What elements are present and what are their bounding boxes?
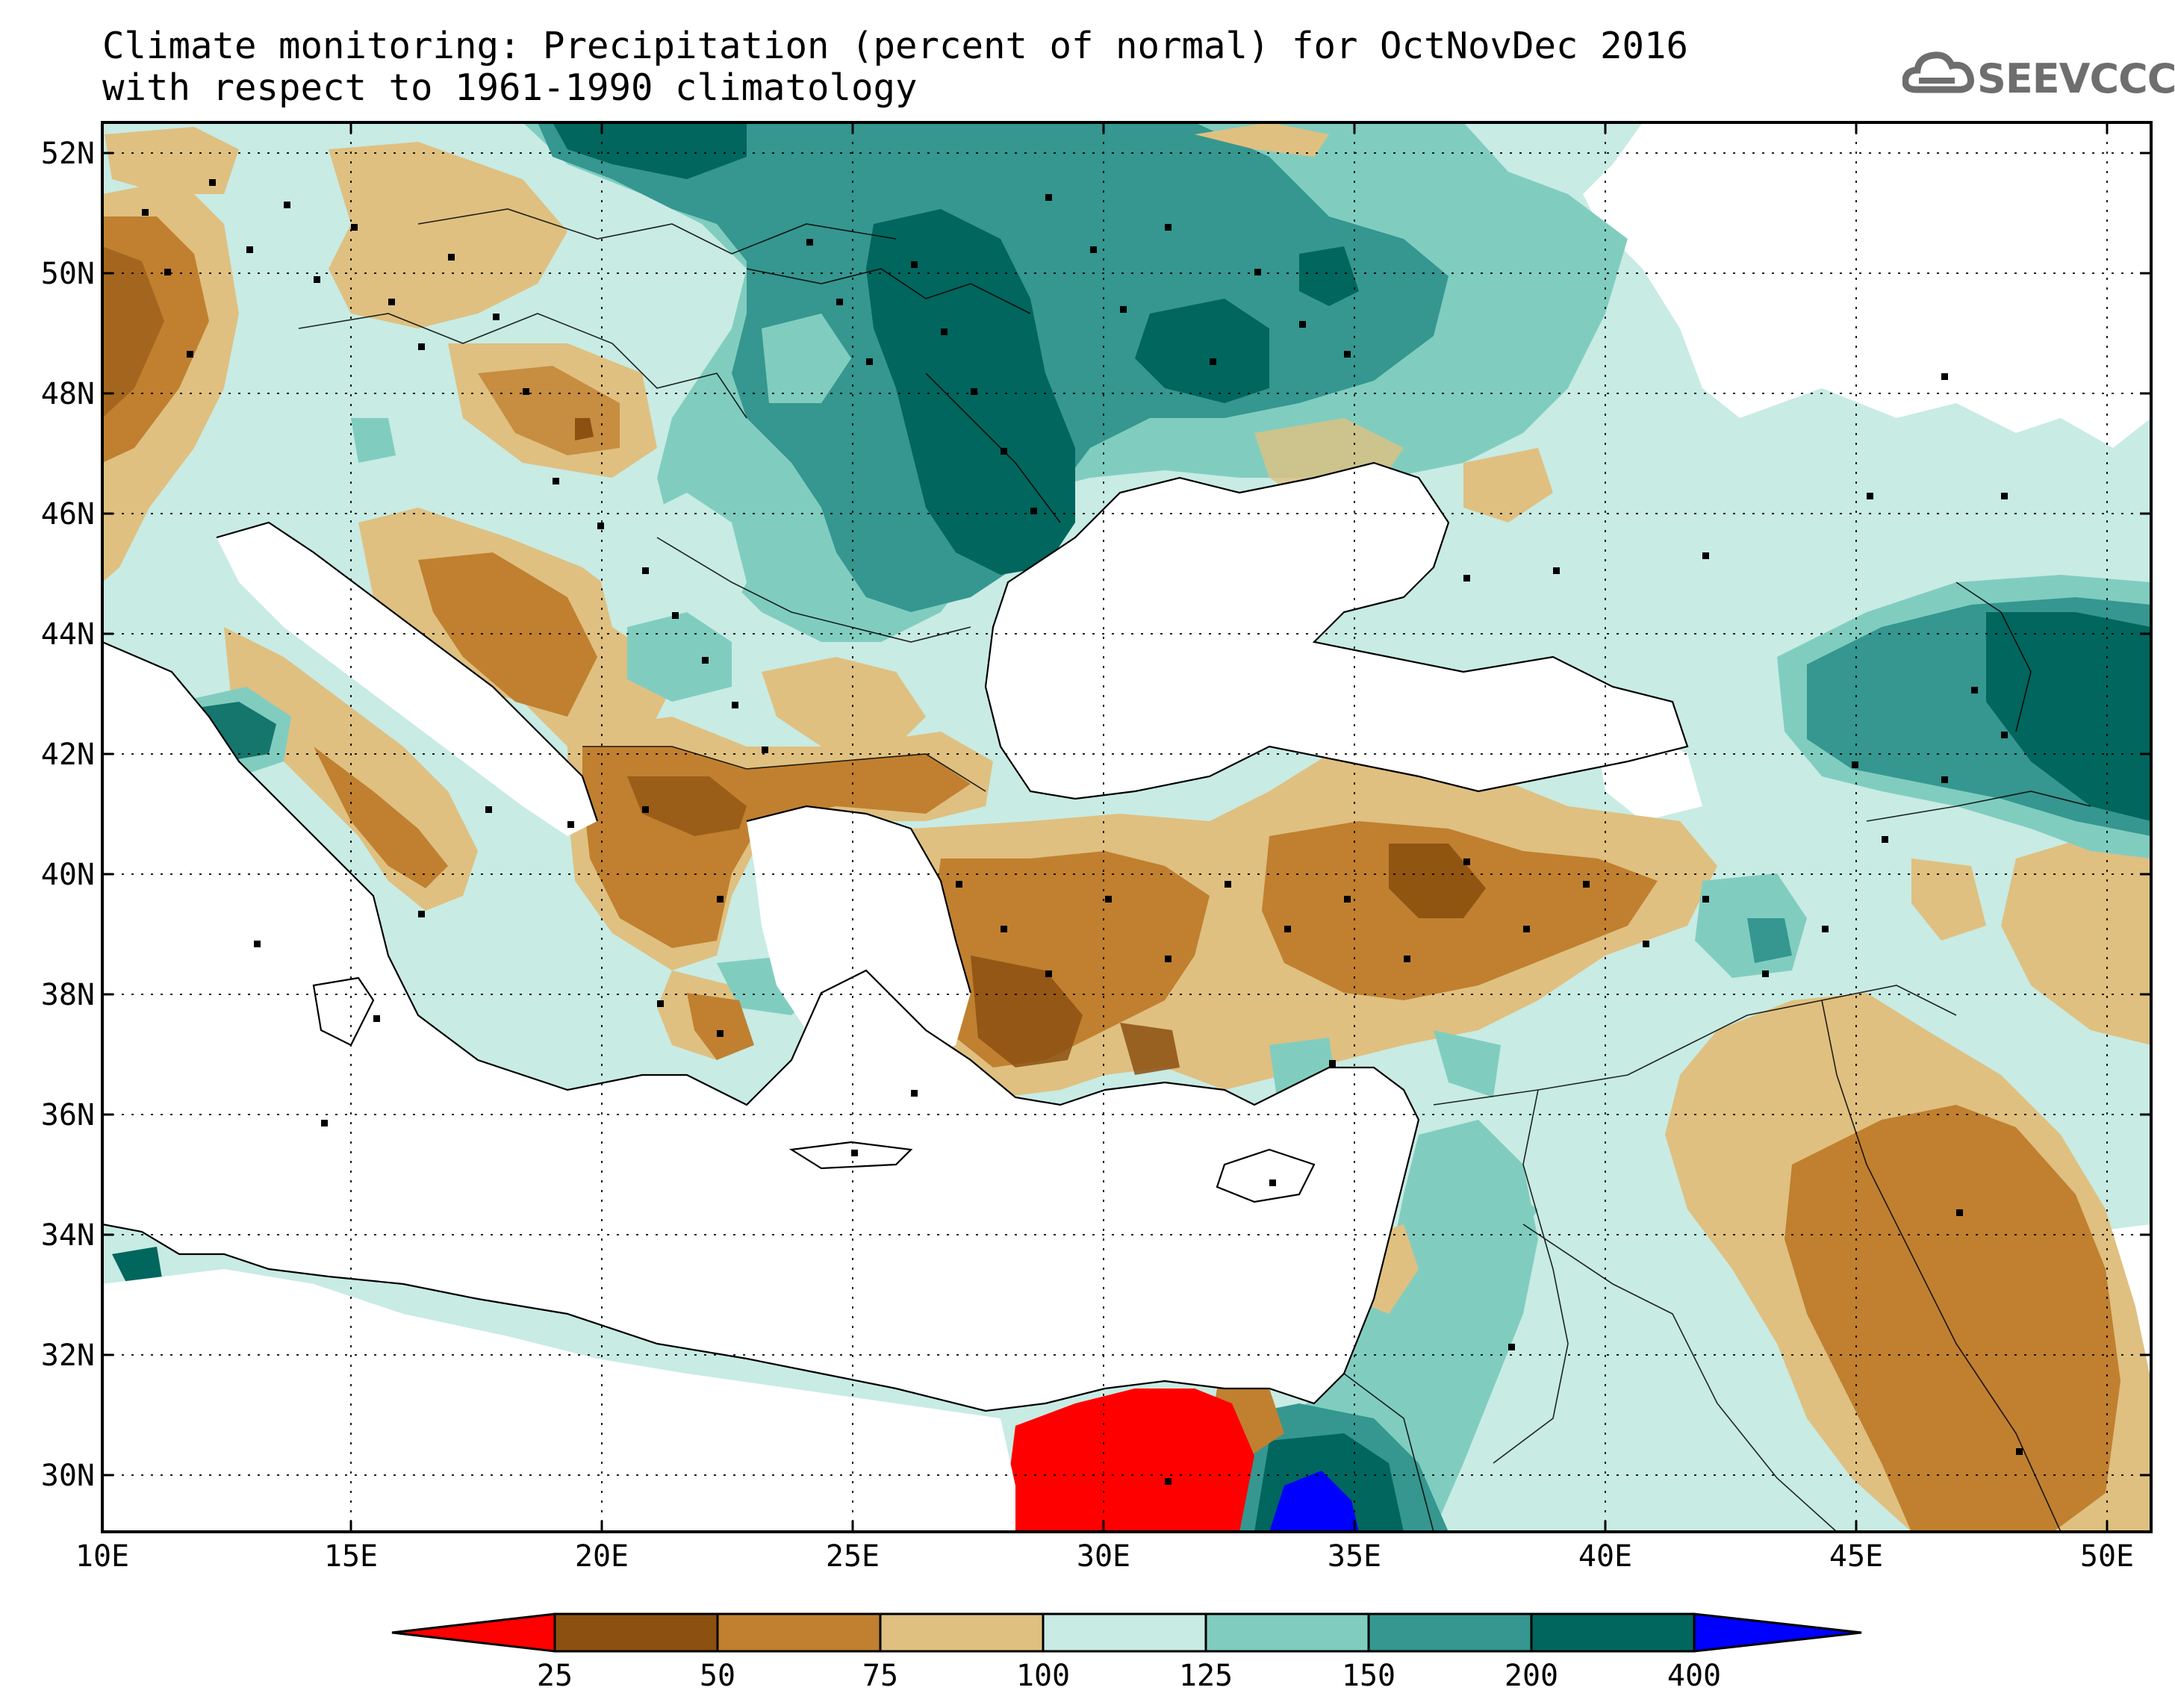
- cloud-icon: [1902, 52, 1974, 93]
- lon-label: 10E: [75, 1539, 129, 1574]
- lon-label: 30E: [1077, 1539, 1130, 1574]
- precipitation-field: [102, 122, 2151, 1532]
- station-markers: [142, 179, 2023, 1485]
- colorbar-label: 100: [1016, 1659, 1070, 1693]
- seevccc-logo: SEEVCCC: [1902, 45, 2175, 112]
- colorbar-swatch-125-150: [1204, 1612, 1370, 1653]
- lat-label: 48N: [41, 377, 95, 411]
- map-title-line-2: with respect to 1961-1990 climatology: [102, 66, 918, 109]
- lat-label: 46N: [41, 497, 95, 532]
- colorbar-swatch-25-50: [553, 1612, 719, 1653]
- colorbar-swatch-150-200: [1367, 1612, 1533, 1653]
- lon-label: 50E: [2080, 1539, 2134, 1574]
- lat-label: 34N: [41, 1218, 95, 1253]
- lat-label: 42N: [41, 738, 95, 772]
- colorbar-label: 50: [700, 1659, 735, 1693]
- colorbar: [391, 1612, 1862, 1653]
- axis-ticks: [101, 122, 2151, 1532]
- map-title-line-1: Climate monitoring: Precipitation (perce…: [102, 25, 1689, 67]
- lon-label: 45E: [1829, 1539, 1883, 1574]
- lat-label: 52N: [41, 137, 95, 171]
- map-frame: [101, 121, 2153, 1533]
- lat-label: 30N: [41, 1459, 95, 1493]
- colorbar-label: 25: [537, 1659, 573, 1693]
- colorbar-label: 150: [1342, 1659, 1395, 1693]
- colorbar-label: 75: [862, 1659, 898, 1693]
- colorbar-label: 400: [1667, 1659, 1721, 1693]
- lon-label: 35E: [1328, 1539, 1381, 1574]
- lat-label: 44N: [41, 617, 95, 652]
- lon-label: 15E: [324, 1539, 378, 1574]
- lon-label: 20E: [575, 1539, 629, 1574]
- coastlines: [102, 461, 1689, 1412]
- lat-label: 40N: [41, 858, 95, 892]
- colorbar-swatch-100-125: [1042, 1612, 1207, 1653]
- lat-label: 38N: [41, 978, 95, 1012]
- lat-label: 36N: [41, 1098, 95, 1132]
- colorbar-swatch-50-75: [716, 1612, 882, 1653]
- colorbar-labels: 25 50 75 100 125 150 200 400: [537, 1659, 1721, 1693]
- sea-mask: [102, 463, 1687, 1532]
- colorbar-label: 200: [1505, 1659, 1558, 1693]
- colorbar-swatch-below-25: [391, 1612, 556, 1653]
- country-borders: [298, 208, 2091, 1533]
- colorbar-swatch-above-400: [1693, 1612, 1862, 1653]
- latitude-labels: 52N 50N 48N 46N 44N 42N 40N 38N 36N 34N …: [41, 137, 95, 1493]
- lon-label: 40E: [1578, 1539, 1632, 1574]
- longitude-labels: 10E 15E 20E 25E 30E 35E 40E 45E 50E: [75, 1539, 2134, 1574]
- logo-text: SEEVCCC: [1977, 55, 2175, 102]
- lon-label: 25E: [826, 1539, 880, 1574]
- colorbar-swatch-75-100: [879, 1612, 1045, 1653]
- lat-label: 50N: [41, 257, 95, 291]
- colorbar-label: 125: [1179, 1659, 1233, 1693]
- gridlines: [102, 122, 2151, 1532]
- lat-label: 32N: [41, 1338, 95, 1373]
- colorbar-swatch-200-400: [1530, 1612, 1696, 1653]
